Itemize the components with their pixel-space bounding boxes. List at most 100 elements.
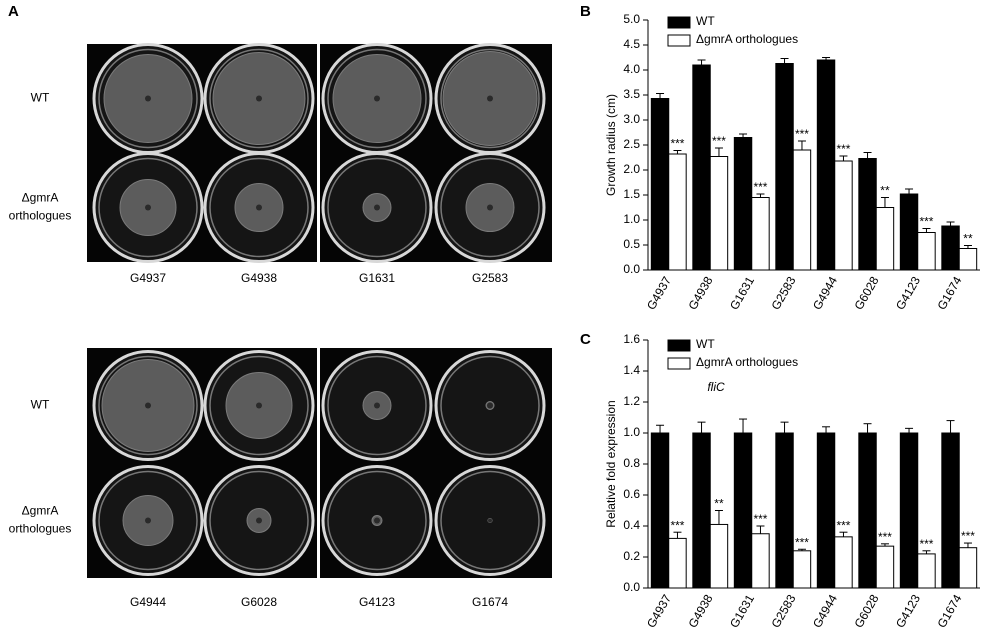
x-tick-label: G6028 bbox=[851, 274, 881, 312]
x-tick-label: G4937 bbox=[644, 592, 674, 629]
significance: *** bbox=[712, 134, 726, 148]
significance: *** bbox=[670, 518, 684, 532]
y-tick-label: 0.4 bbox=[623, 518, 640, 532]
plate-rim bbox=[327, 355, 427, 456]
colony-center bbox=[145, 517, 151, 524]
significance: *** bbox=[753, 180, 767, 194]
panel-label: A bbox=[8, 3, 19, 20]
plate-rim bbox=[209, 157, 309, 258]
bar bbox=[692, 432, 711, 589]
panel-label: C bbox=[580, 331, 591, 348]
bar bbox=[834, 536, 853, 589]
plate-rim bbox=[440, 48, 540, 149]
panel-label: B bbox=[580, 3, 591, 20]
bar bbox=[792, 149, 812, 271]
y-tick-label: 5.0 bbox=[623, 12, 640, 26]
y-tick-label: 1.0 bbox=[623, 212, 640, 226]
significance: *** bbox=[961, 529, 975, 543]
colony-center bbox=[145, 402, 151, 409]
colony-center bbox=[374, 402, 380, 409]
colony-center bbox=[256, 402, 262, 409]
significance: *** bbox=[795, 127, 809, 141]
y-tick-label: 0.0 bbox=[623, 262, 640, 276]
significance: *** bbox=[836, 142, 850, 156]
row-label: orthologues bbox=[9, 522, 72, 536]
plate-rim bbox=[98, 355, 198, 456]
bar bbox=[709, 156, 729, 271]
significance: *** bbox=[919, 215, 933, 229]
y-tick-label: 0.5 bbox=[623, 237, 640, 251]
bar bbox=[650, 98, 670, 271]
bar bbox=[751, 533, 770, 589]
plate-rim bbox=[98, 470, 198, 571]
bar bbox=[733, 432, 753, 589]
colony-center bbox=[256, 204, 262, 211]
bar bbox=[692, 64, 711, 271]
colony-center bbox=[487, 402, 493, 409]
bar bbox=[792, 550, 812, 589]
x-tick-label: G4944 bbox=[810, 274, 840, 312]
subtitle: fliC bbox=[707, 380, 725, 394]
y-tick-label: 1.5 bbox=[623, 187, 640, 201]
y-tick-label: 0.0 bbox=[623, 580, 640, 594]
bar bbox=[858, 158, 877, 271]
bar bbox=[709, 523, 729, 589]
colony-center bbox=[374, 95, 380, 102]
colony-center bbox=[145, 204, 151, 211]
significance: ** bbox=[880, 184, 890, 198]
x-tick-label: G4944 bbox=[810, 592, 840, 629]
bar bbox=[917, 553, 936, 589]
x-tick-label: G4123 bbox=[893, 274, 923, 312]
significance: ** bbox=[714, 497, 724, 511]
x-tick-label: G1631 bbox=[727, 592, 757, 629]
legend-swatch bbox=[667, 357, 691, 370]
x-tick-label: G4938 bbox=[685, 592, 715, 629]
bar bbox=[958, 547, 978, 589]
y-tick-label: 0.2 bbox=[623, 549, 640, 563]
colony-center bbox=[487, 204, 493, 211]
row-label: ΔgmrA bbox=[22, 191, 59, 205]
row-label: WT bbox=[31, 91, 50, 105]
legend-label: ΔgmrA orthologues bbox=[696, 32, 798, 46]
x-tick-label: G6028 bbox=[851, 592, 881, 629]
y-tick-label: 1.0 bbox=[623, 425, 640, 439]
plate-rim bbox=[98, 157, 198, 258]
strain-label: G4944 bbox=[130, 595, 166, 609]
y-axis-title: Growth radius (cm) bbox=[604, 94, 618, 196]
row-label: WT bbox=[31, 398, 50, 412]
legend-label: WT bbox=[696, 337, 715, 351]
plate-rim bbox=[327, 157, 427, 258]
plate-rim bbox=[440, 470, 540, 571]
x-tick-label: G2583 bbox=[768, 592, 798, 629]
bar bbox=[650, 432, 670, 589]
colony-center bbox=[487, 95, 493, 102]
y-tick-label: 1.6 bbox=[623, 332, 640, 346]
significance: ** bbox=[963, 232, 973, 246]
y-tick-label: 3.0 bbox=[623, 112, 640, 126]
y-tick-label: 2.0 bbox=[623, 162, 640, 176]
x-tick-label: G1674 bbox=[934, 592, 964, 629]
plate-rim bbox=[209, 355, 309, 456]
bar bbox=[834, 160, 853, 271]
plate-rim bbox=[440, 355, 540, 456]
bar bbox=[875, 545, 895, 589]
bar bbox=[899, 432, 919, 589]
plate-rim bbox=[209, 48, 309, 149]
bar bbox=[816, 432, 836, 589]
significance: *** bbox=[878, 530, 892, 544]
row-label: ΔgmrA bbox=[22, 504, 59, 518]
strain-label: G4123 bbox=[359, 595, 395, 609]
plate-rim bbox=[440, 157, 540, 258]
strain-label: G1674 bbox=[472, 595, 508, 609]
plate-rim bbox=[327, 470, 427, 571]
y-tick-label: 4.0 bbox=[623, 62, 640, 76]
legend-swatch bbox=[667, 34, 691, 47]
y-tick-label: 2.5 bbox=[623, 137, 640, 151]
x-tick-label: G4938 bbox=[685, 274, 715, 312]
significance: *** bbox=[670, 137, 684, 151]
legend-swatch bbox=[667, 339, 691, 352]
bar bbox=[941, 225, 960, 271]
significance: *** bbox=[836, 518, 850, 532]
y-tick-label: 3.5 bbox=[623, 87, 640, 101]
